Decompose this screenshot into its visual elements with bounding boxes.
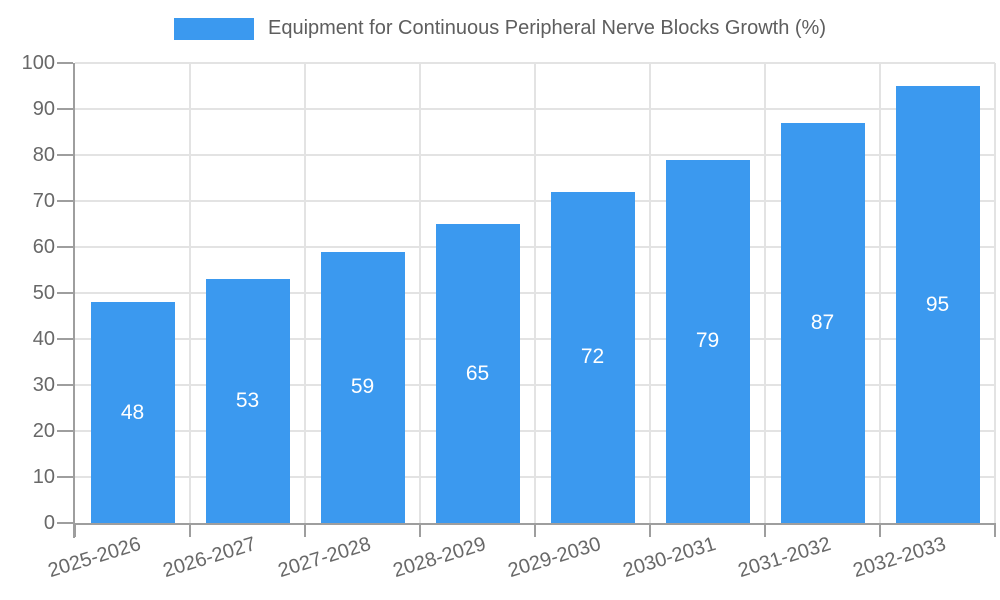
y-axis-tick	[57, 338, 73, 340]
bar[interactable]	[205, 279, 290, 523]
x-axis-tick	[419, 523, 421, 537]
x-axis-tick	[764, 523, 766, 537]
y-axis-tick	[57, 62, 73, 64]
gridline-vertical	[189, 63, 191, 523]
gridline-vertical	[534, 63, 536, 523]
y-axis-label: 90	[32, 98, 55, 120]
bar[interactable]	[895, 86, 980, 523]
y-axis-tick	[57, 200, 73, 202]
x-axis-line	[73, 523, 995, 525]
x-axis-tick	[189, 523, 191, 537]
gridline-vertical	[419, 63, 421, 523]
bar-value-label: 65	[465, 361, 490, 385]
y-axis-label: 20	[32, 420, 55, 442]
y-axis-line	[73, 63, 75, 538]
bar-value-label: 79	[695, 329, 720, 353]
legend-swatch	[173, 17, 254, 40]
gridline-vertical	[764, 63, 766, 523]
y-axis-label: 40	[32, 328, 55, 350]
bar-value-label: 72	[580, 345, 605, 369]
x-axis-tick	[304, 523, 306, 537]
x-axis-tick	[534, 523, 536, 537]
y-axis-label: 30	[32, 374, 55, 396]
bar[interactable]	[780, 122, 865, 523]
y-axis-label: 100	[21, 52, 55, 74]
x-axis-tick	[994, 523, 996, 537]
y-axis-tick	[57, 292, 73, 294]
legend[interactable]: Equipment for Continuous Peripheral Nerv…	[0, 17, 1000, 40]
bar-value-label: 48	[120, 400, 145, 424]
bar-value-label: 87	[810, 310, 835, 334]
y-axis-tick	[57, 430, 73, 432]
y-axis-tick	[57, 476, 73, 478]
y-axis-label: 60	[32, 236, 55, 258]
bar[interactable]	[665, 159, 750, 523]
y-axis-label: 0	[43, 512, 55, 534]
y-axis-label: 10	[32, 466, 55, 488]
gridline-vertical	[649, 63, 651, 523]
gridline-vertical	[879, 63, 881, 523]
bar[interactable]	[90, 302, 175, 523]
bar[interactable]	[435, 224, 520, 523]
bar-value-label: 53	[235, 389, 260, 413]
y-axis-label: 70	[32, 190, 55, 212]
bar-value-label: 95	[925, 292, 950, 316]
bar[interactable]	[320, 251, 405, 523]
y-axis-tick	[57, 154, 73, 156]
y-axis-tick	[57, 246, 73, 248]
y-axis-tick	[57, 522, 73, 524]
gridline-vertical	[304, 63, 306, 523]
y-axis-label: 80	[32, 144, 55, 166]
x-axis-tick	[879, 523, 881, 537]
gridline-vertical	[994, 63, 996, 523]
legend-label: Equipment for Continuous Peripheral Nerv…	[267, 17, 827, 39]
x-axis-tick	[649, 523, 651, 537]
y-axis-tick	[57, 108, 73, 110]
x-axis-tick	[74, 523, 76, 537]
bar-value-label: 59	[350, 375, 375, 399]
y-axis-tick	[57, 384, 73, 386]
y-axis-label: 50	[32, 282, 55, 304]
bar[interactable]	[550, 191, 635, 523]
